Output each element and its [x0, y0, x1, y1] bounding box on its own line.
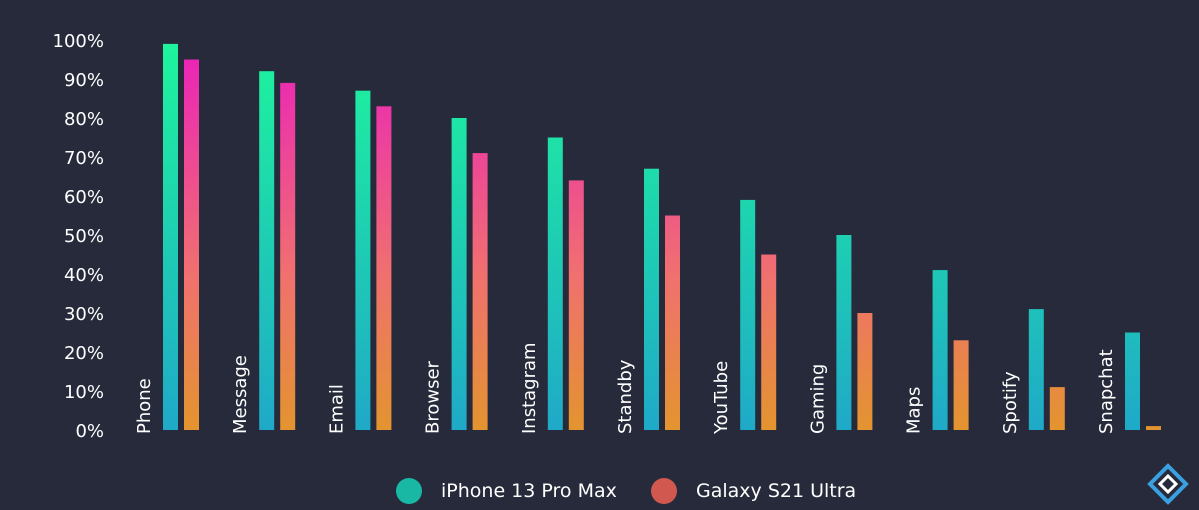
bar-galaxy-instagram — [568, 180, 584, 430]
y-tick-label: 70% — [64, 148, 104, 169]
bar-iphone-spotify — [1028, 309, 1044, 430]
y-tick-label: 80% — [64, 109, 104, 130]
bars — [163, 43, 1161, 431]
bar-iphone-email — [355, 90, 371, 430]
bar-galaxy-maps — [953, 340, 969, 430]
category-label-email: Email — [326, 384, 347, 434]
category-label-browser: Browser — [423, 360, 444, 434]
bar-galaxy-email — [376, 106, 392, 431]
category-label-youtube: YouTube — [711, 361, 732, 435]
bar-iphone-youtube — [740, 199, 756, 430]
category-label-snapchat: Snapchat — [1096, 349, 1117, 434]
bar-iphone-instagram — [547, 137, 563, 430]
category-labels: Phone Message Email Browser Instagram Standby… — [134, 342, 1117, 435]
bar-galaxy-phone — [184, 59, 199, 430]
y-tick-label: 30% — [64, 304, 104, 325]
category-label-message: Message — [230, 355, 251, 434]
y-tick-label: 10% — [64, 382, 104, 403]
diamond-logo-icon — [1147, 463, 1189, 505]
y-tick-label: 100% — [53, 31, 104, 52]
legend: iPhone 13 Pro Max Galaxy S21 Ultra — [396, 478, 856, 504]
bar-galaxy-browser — [472, 153, 488, 430]
bar-iphone-message — [259, 71, 275, 430]
y-tick-label: 20% — [64, 343, 104, 364]
y-axis-ticks: 0% 10% 20% 30% 40% 50% 60% 70% 80% 90% 100% — [53, 31, 104, 442]
category-label-spotify: Spotify — [1000, 371, 1021, 434]
bar-galaxy-standby — [665, 215, 680, 430]
bar-iphone-maps — [932, 270, 948, 430]
bar-iphone-standby — [644, 168, 659, 430]
legend-marker-galaxy — [651, 478, 677, 504]
bar-iphone-browser — [451, 118, 467, 430]
category-label-phone: Phone — [134, 378, 155, 434]
y-tick-label: 90% — [64, 70, 104, 91]
bar-iphone-phone — [163, 43, 178, 431]
legend-label-iphone: iPhone 13 Pro Max — [441, 480, 617, 502]
legend-marker-iphone — [396, 478, 422, 504]
bar-galaxy-snapchat — [1146, 426, 1161, 430]
y-tick-label: 0% — [75, 421, 104, 442]
y-tick-label: 50% — [64, 226, 104, 247]
y-tick-label: 60% — [64, 187, 104, 208]
bar-galaxy-spotify — [1049, 387, 1065, 430]
category-label-instagram: Instagram — [519, 342, 540, 434]
bar-galaxy-gaming — [857, 313, 873, 430]
bar-iphone-gaming — [836, 235, 852, 430]
category-label-standby: Standby — [615, 359, 636, 434]
bar-galaxy-youtube — [761, 254, 777, 430]
legend-label-galaxy: Galaxy S21 Ultra — [696, 480, 856, 502]
bar-iphone-snapchat — [1125, 332, 1140, 430]
y-tick-label: 40% — [64, 265, 104, 286]
category-label-gaming: Gaming — [807, 364, 828, 434]
category-label-maps: Maps — [904, 387, 925, 434]
bar-galaxy-message — [280, 82, 296, 431]
